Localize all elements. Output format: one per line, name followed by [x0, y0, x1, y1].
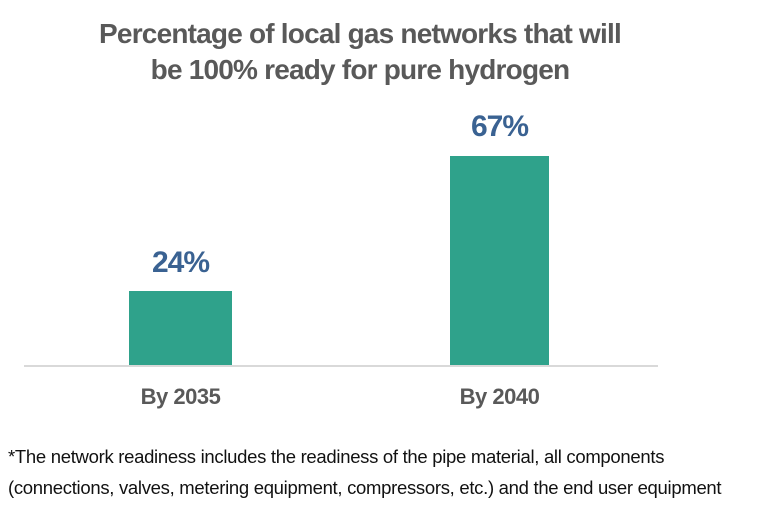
- category-label-2035: By 2035: [140, 384, 221, 409]
- chart-footnote-line-2: (connections, valves, metering equipment…: [8, 477, 722, 498]
- chart-title-line-2: be 100% ready for pure hydrogen: [150, 54, 570, 85]
- chart-footnote: *The network readiness includes the read…: [8, 441, 783, 503]
- chart-footnote-line-1: *The network readiness includes the read…: [8, 446, 665, 467]
- bar-2040: [450, 156, 549, 366]
- chart-title-line-1: Percentage of local gas networks that wi…: [99, 18, 622, 49]
- chart-title: Percentage of local gas networks that wi…: [40, 16, 680, 88]
- bar-value-label-2035: 24%: [151, 246, 210, 279]
- category-label-2040: By 2040: [459, 384, 540, 409]
- bar-value-label-2040: 67%: [470, 110, 529, 143]
- bar-2035: [129, 291, 232, 366]
- x-axis-line: [24, 365, 658, 367]
